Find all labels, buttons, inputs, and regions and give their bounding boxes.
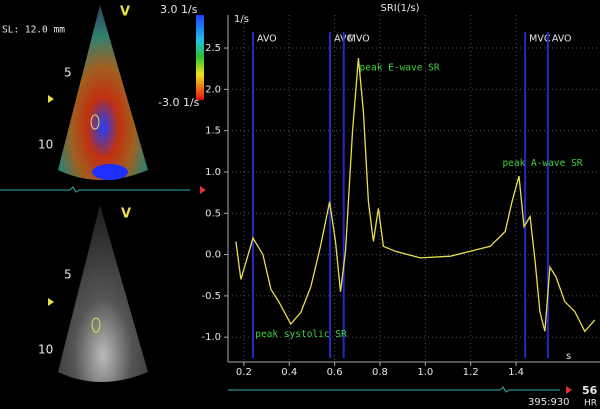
y-tick-label: 2.5 bbox=[205, 43, 221, 54]
x-tick-label: 0.8 bbox=[372, 367, 388, 378]
y-tick-label: -0.5 bbox=[201, 291, 221, 302]
y-tick-label: 0.0 bbox=[205, 250, 221, 261]
y-tick-label: 1.5 bbox=[205, 126, 221, 137]
scale-max: 3.0 1/s bbox=[160, 3, 198, 16]
y-axis-label: 1/s bbox=[234, 14, 249, 25]
view-label: V bbox=[121, 207, 131, 222]
event-label: AVO bbox=[257, 34, 277, 45]
ecg-marker bbox=[200, 186, 206, 194]
strain-rate-line bbox=[235, 57, 596, 333]
y-tick-label: -1.0 bbox=[201, 332, 221, 343]
strain-rate-chart: SRI(1/s) 1/s s -0.5 -1.0 0.0 0.5 1.0 1.5 2.0 2.… bbox=[201, 3, 600, 378]
frame-label: 395:930 bbox=[528, 397, 570, 408]
annotation: peak E-wave SR bbox=[360, 62, 440, 73]
ecg-trace bbox=[228, 386, 560, 393]
view-label: V bbox=[120, 5, 130, 20]
x-tick-label: 1.2 bbox=[463, 367, 479, 378]
chart-title: SRI(1/s) bbox=[381, 3, 420, 14]
depth-label: 10 bbox=[38, 343, 53, 357]
hr-label: HR bbox=[584, 399, 597, 409]
depth-label: 10 bbox=[38, 138, 53, 152]
event-label: MVC bbox=[529, 34, 551, 45]
focus-marker bbox=[48, 298, 54, 306]
bmode-sector bbox=[58, 205, 148, 382]
hr-value: 56 bbox=[582, 384, 598, 397]
annotation: peak systolic SR bbox=[255, 329, 347, 340]
y-tick-label: 1.0 bbox=[205, 167, 221, 178]
x-tick-label: 1.4 bbox=[508, 367, 524, 378]
x-tick-label: 0.4 bbox=[281, 367, 297, 378]
doppler-sector bbox=[58, 5, 148, 180]
x-tick-label: 1.0 bbox=[417, 367, 433, 378]
ecg-trace bbox=[0, 186, 190, 193]
depth-label: 5 bbox=[64, 66, 72, 80]
annotation: peak A-wave SR bbox=[502, 158, 582, 169]
depth-label: 5 bbox=[64, 268, 72, 282]
y-tick-label: 0.5 bbox=[205, 208, 221, 219]
event-label: AVO bbox=[552, 34, 572, 45]
x-axis-label: s bbox=[566, 351, 571, 362]
color-scale bbox=[196, 15, 204, 100]
x-tick-label: 0.6 bbox=[327, 367, 343, 378]
sample-marker bbox=[90, 114, 100, 130]
focus-marker bbox=[48, 95, 54, 103]
x-tick-label: 0.2 bbox=[236, 367, 252, 378]
scale-min: -3.0 1/s bbox=[158, 96, 200, 109]
y-tick-label: 2.0 bbox=[205, 84, 221, 95]
doppler-blob bbox=[92, 164, 128, 180]
slice-label: SL: 12.0 mm bbox=[2, 25, 65, 36]
event-label: MVO bbox=[348, 34, 370, 45]
sample-marker bbox=[91, 317, 101, 333]
ecg-marker bbox=[566, 386, 572, 394]
